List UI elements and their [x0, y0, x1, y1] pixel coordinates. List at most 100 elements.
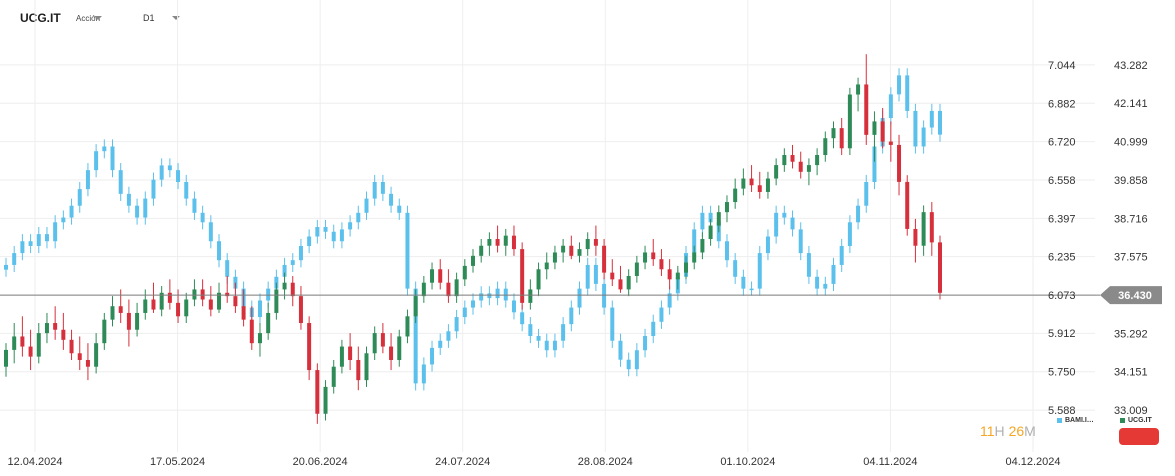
bami-candle-body — [929, 110, 934, 128]
timeframe-dropdown-chevron-down-icon[interactable] — [172, 16, 180, 20]
ucg-candle-body — [77, 353, 82, 360]
bami-candle-body — [85, 170, 90, 190]
ucg-candle-body — [872, 121, 877, 135]
right-axis-labels: 33.00934.15135.29236.43037.57538.71639.8… — [1114, 60, 1148, 417]
ucg-candle-body — [815, 155, 820, 166]
ucg-candle-body — [471, 255, 475, 266]
bami-candle-body — [372, 182, 377, 199]
bami-candle-body — [610, 307, 615, 341]
ucg-candle-body — [462, 265, 467, 280]
bami-candle-body — [774, 212, 779, 237]
bami-candle-body — [643, 336, 648, 351]
timeframe-selector[interactable]: D1 — [143, 13, 155, 23]
legend-item-bami[interactable]: BAMI.I… — [1057, 417, 1094, 424]
ucg-candle-body — [520, 249, 525, 303]
alert-badge[interactable] — [1119, 428, 1159, 445]
current-price-tag-shape — [1100, 286, 1162, 305]
bami-candle-body — [413, 288, 418, 384]
x-axis-tick-label: 12.04.2024 — [7, 456, 62, 468]
ucg-candle-body — [864, 84, 869, 135]
ucg-candles — [4, 54, 942, 424]
ucg-candle-body — [94, 343, 99, 367]
bami-candle-body — [298, 245, 303, 261]
left-axis-tick-label: 5.750 — [1048, 367, 1076, 379]
ucg-candle-body — [135, 312, 140, 330]
bami-candle-body — [438, 340, 443, 348]
left-axis-tick-label: 7.044 — [1048, 60, 1076, 72]
bami-candle-body — [151, 179, 156, 199]
symbol-dropdown-chevron-down-icon[interactable] — [94, 16, 102, 20]
instrument-type-label[interactable]: Acción — [76, 14, 101, 23]
symbol-label[interactable]: UCG.IT — [20, 11, 61, 25]
bami-candle-body — [257, 300, 262, 318]
left-axis-tick-label: 6.235 — [1048, 252, 1076, 264]
ucg-candle-body — [225, 292, 230, 297]
ucg-candle-body — [4, 349, 8, 367]
timer-hours-unit: H — [994, 423, 1005, 439]
x-axis-labels: 12.04.2024 17.05.2024 20.06.2024 24.07.2024… — [7, 456, 1060, 468]
right-axis-tick-label: 38.716 — [1114, 213, 1148, 225]
bami-candle-body — [602, 283, 607, 308]
ucg-candle-body — [913, 228, 918, 246]
ucg-candle-body — [331, 366, 336, 387]
ucg-candle-body — [757, 185, 762, 192]
ucg-candle-body — [938, 242, 942, 293]
ucg-candle-body — [446, 282, 451, 297]
bami-candle-body — [421, 364, 426, 384]
bami-candle-body — [380, 182, 385, 194]
bami-candle-body — [266, 288, 271, 301]
bami-candle-body — [282, 264, 287, 277]
ucg-candle-body — [372, 333, 377, 354]
ucg-candle-body — [200, 289, 205, 300]
ucg-candle-body — [790, 155, 795, 162]
timer-minutes: 26 — [1008, 423, 1025, 439]
ucg-candle-body — [856, 84, 861, 95]
bami-candle-body — [815, 276, 820, 289]
bami-candle-body — [20, 241, 25, 254]
ucg-candle-body — [585, 239, 590, 250]
bami-candle-body — [430, 347, 435, 365]
ucg-candle-body — [659, 259, 664, 270]
bami-candle-body — [471, 300, 475, 308]
bami-candle-body — [724, 241, 729, 261]
ucg-candle-body — [405, 316, 410, 337]
x-axis-tick-label: 04.12.2024 — [1005, 456, 1060, 468]
bami-candle-body — [692, 229, 697, 254]
bami-candle-body — [765, 236, 770, 254]
bami-candle-body — [798, 229, 803, 254]
ucg-candle-body — [487, 239, 492, 246]
ucg-candle-body — [257, 333, 262, 344]
ucg-candle-body — [929, 212, 934, 243]
legend-swatch-bami — [1057, 417, 1062, 423]
ucg-candle-body — [839, 128, 844, 149]
ucg-candle-body — [667, 269, 672, 280]
ucg-candle-body — [249, 319, 254, 344]
ucg-candle-body — [511, 235, 516, 250]
ucg-candle-body — [53, 323, 58, 330]
chart-header: UCG.IT Acción D1 — [0, 0, 1175, 36]
candle-countdown-timer: 11H 26M — [980, 423, 1036, 439]
chart-grid — [0, 0, 1095, 452]
ucg-candle-body — [298, 296, 303, 324]
left-axis-tick-label: 6.558 — [1048, 175, 1076, 187]
bami-candle-body — [921, 127, 926, 147]
bami-candle-body — [192, 198, 197, 213]
right-axis-tick-label: 33.009 — [1114, 405, 1148, 417]
bami-candle-body — [364, 198, 369, 213]
right-axis-tick-label: 40.999 — [1114, 137, 1148, 149]
bami-candle-body — [495, 288, 500, 299]
ucg-candle-body — [118, 306, 123, 313]
bami-candle-body — [700, 212, 705, 230]
ucg-candle-body — [143, 299, 148, 313]
left-axis-labels: 5.588 5.750 5.912 6.073 6.235 6.397 6.558 6.720… — [1048, 60, 1076, 417]
left-axis-tick-label: 6.073 — [1048, 290, 1076, 302]
ucg-candle-body — [323, 386, 328, 414]
ucg-candle-body — [536, 269, 541, 290]
bami-candle-body — [315, 227, 320, 237]
left-axis-tick-label: 5.588 — [1048, 405, 1076, 417]
ucg-candle-body — [421, 282, 426, 297]
bami-candle-body — [897, 75, 902, 95]
bami-candle-body — [839, 245, 844, 265]
legend-item-ucg[interactable]: UCG.IT — [1120, 417, 1152, 424]
